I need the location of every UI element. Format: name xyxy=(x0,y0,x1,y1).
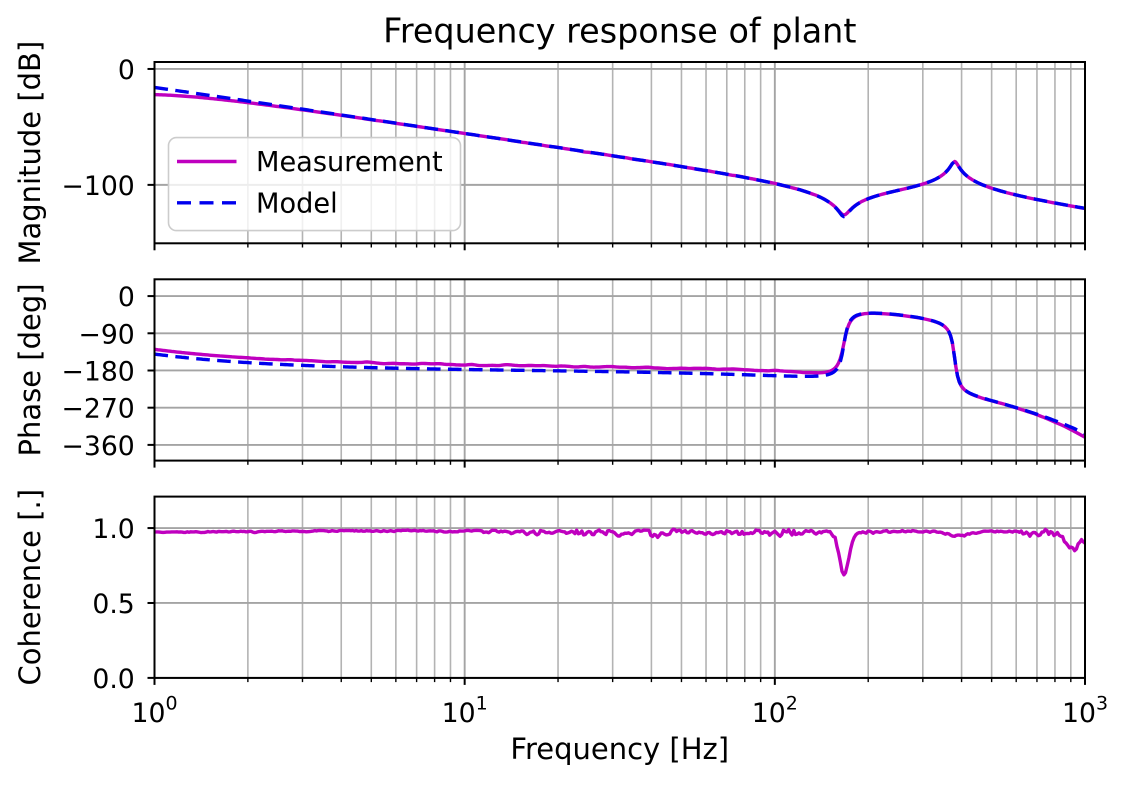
phase-ytick-label: 0 xyxy=(118,282,135,313)
magnitude-ylabel: Magnitude [dB] xyxy=(13,41,47,265)
magnitude-ytick-label: −100 xyxy=(61,171,134,202)
phase-model-curve xyxy=(154,311,1085,435)
magnitude-ytick-label: 0 xyxy=(118,55,135,86)
coherence-measurement-curve xyxy=(154,527,1085,577)
subplot-phase: 0 −90 −180 −270 −360 Phase [deg] xyxy=(13,278,1086,468)
coherence-ytick-label: 0.0 xyxy=(92,664,134,695)
phase-ytick-label: −270 xyxy=(61,394,134,425)
xtick-exponent: 2 xyxy=(786,693,798,715)
xticks-coherence xyxy=(153,677,1086,685)
coherence-ylabel: Coherence [.] xyxy=(13,489,47,686)
legend-label-measurement: Measurement xyxy=(256,147,443,178)
phase-ytick-label: −360 xyxy=(61,431,134,462)
xticks-phase xyxy=(153,460,1086,468)
phase-ytick-label: −90 xyxy=(78,319,134,350)
phase-ylabel: Phase [deg] xyxy=(13,283,47,456)
xtick-label-10e1: 101 xyxy=(442,693,488,730)
legend: Measurement Model xyxy=(167,136,462,232)
xtick-base: 10 xyxy=(1062,698,1096,729)
subplot-magnitude: 0 −100 Magnitude [dB] xyxy=(13,41,1086,265)
xtick-base: 10 xyxy=(131,698,165,729)
chart-title: Frequency response of plant xyxy=(383,12,856,51)
xtick-base: 10 xyxy=(752,698,786,729)
legend-label-model: Model xyxy=(256,188,338,219)
xtick-label-10e0: 100 xyxy=(131,693,177,730)
magnitude-spines xyxy=(153,61,1086,245)
xtick-label-10e2: 102 xyxy=(752,693,798,730)
phase-ytick-label: −180 xyxy=(61,356,134,387)
coherence-ytick-label: 1.0 xyxy=(92,514,134,545)
xtick-label-10e3: 103 xyxy=(1062,693,1108,730)
subplot-coherence: 1.0 0.5 0.0 Coherence [.] xyxy=(13,489,1086,695)
xtick-exponent: 1 xyxy=(476,693,488,715)
xtick-base: 10 xyxy=(442,698,476,729)
phase-measurement-curve xyxy=(154,311,1085,439)
xticks-magnitude xyxy=(153,243,1086,251)
xtick-exponent: 0 xyxy=(165,693,177,715)
magnitude-model-curve xyxy=(154,85,1085,219)
legend-box xyxy=(167,136,462,232)
coherence-spines xyxy=(153,495,1086,679)
coherence-ytick-label: 0.5 xyxy=(92,589,134,620)
xtick-exponent: 3 xyxy=(1096,693,1108,715)
x-axis-label: Frequency [Hz] xyxy=(510,732,729,766)
